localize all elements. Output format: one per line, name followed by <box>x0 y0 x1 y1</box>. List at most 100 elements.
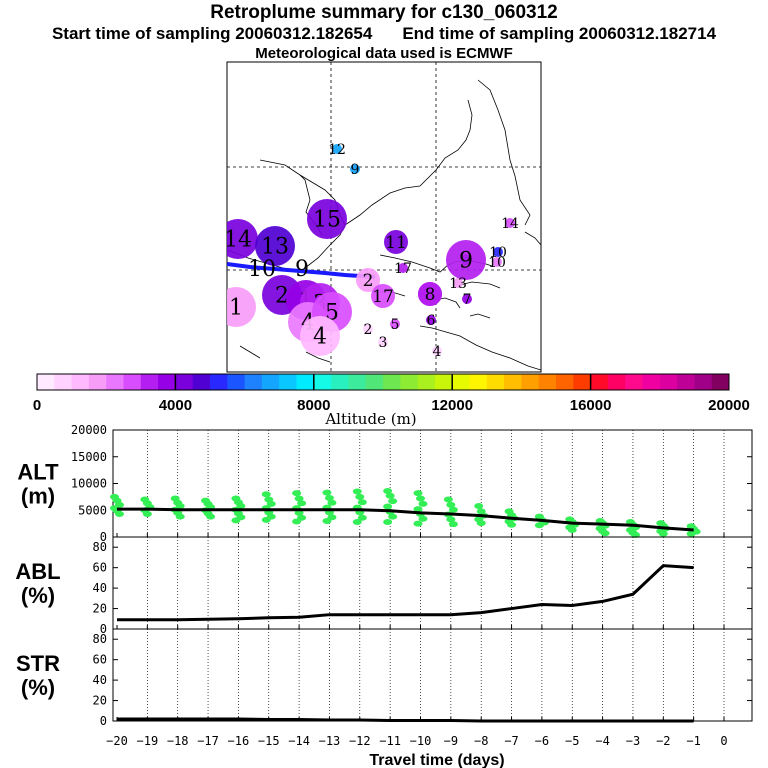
alt-point <box>231 517 241 524</box>
str-ytick-label: 40 <box>93 673 107 687</box>
alt-point <box>474 502 484 509</box>
alt-point <box>388 498 398 505</box>
xtick-label: −5 <box>565 734 579 748</box>
colorbar-segment <box>590 374 609 390</box>
cluster-circle-3 <box>378 337 388 347</box>
cluster-label-3: 3 <box>379 335 388 351</box>
xtick-label: −2 <box>656 734 670 748</box>
alt-ytick-label: 10000 <box>71 477 107 491</box>
colorbar-segment <box>210 374 228 390</box>
alt-point <box>507 521 517 528</box>
alt-point <box>115 510 124 517</box>
xtick-label: −14 <box>288 734 310 748</box>
cluster-label-17: 17 <box>372 287 394 307</box>
abl-ylabel-line1: ABL <box>15 559 60 584</box>
alt-point <box>261 516 271 523</box>
alt-ytick-label: 20000 <box>71 423 107 437</box>
colorbar-segment <box>642 374 661 390</box>
met-data-note: Meteorological data used is ECMWF <box>255 45 513 62</box>
map-frame <box>226 61 542 373</box>
colorbar-segment <box>244 374 263 390</box>
alt-point <box>383 487 393 494</box>
colorbar-segment <box>158 374 176 390</box>
alt-point <box>413 490 423 497</box>
cluster-label-4: 4 <box>433 344 442 360</box>
cluster-circle-13 <box>255 226 295 266</box>
colorbar-segment <box>140 374 159 390</box>
alt-point <box>658 530 668 537</box>
colorbar-segment <box>348 374 367 390</box>
alt-point <box>446 501 456 508</box>
cluster-circle-17 <box>371 284 395 308</box>
alt-point <box>600 530 610 537</box>
cluster-circle-13 <box>453 278 463 288</box>
colorbar-segment <box>452 374 470 390</box>
colorbar-segment <box>175 374 194 390</box>
colorbar-segment <box>279 374 297 390</box>
colorbar-segment <box>54 374 73 390</box>
str-ytick-label: 80 <box>93 632 107 646</box>
alt-point <box>448 506 458 513</box>
alt-ylabel-line2: (m) <box>21 484 55 509</box>
colorbar-segment <box>106 374 124 390</box>
alt-point <box>416 495 425 502</box>
xtick-label: 0 <box>720 734 727 748</box>
xtick-label: −12 <box>349 734 371 748</box>
xtick-label: −10 <box>410 734 432 748</box>
str-ylabel-line1: STR <box>16 651 60 676</box>
cluster-label-12: 12 <box>328 142 346 158</box>
time-series-panels: 05000100001500020000ALT(m)020406080ABL(%… <box>15 423 753 768</box>
colorbar-segment <box>538 374 557 390</box>
cluster-circle-4 <box>300 316 340 356</box>
cluster-label-9: 9 <box>351 162 360 178</box>
colorbar-segment <box>296 374 315 390</box>
alt-point <box>142 510 152 517</box>
cluster-circle-6 <box>426 315 436 325</box>
alt-point <box>446 516 456 523</box>
alt-point <box>357 499 367 506</box>
colorbar-segment <box>88 374 107 390</box>
xtick-label: −18 <box>167 734 189 748</box>
alt-point <box>266 500 276 507</box>
cluster-label-track-10: 10 <box>248 257 276 282</box>
colorbar-label: Altitude (m) <box>324 410 416 428</box>
alt-point <box>385 492 395 499</box>
cluster-label-14: 14 <box>501 216 519 232</box>
cluster-circle-14 <box>505 218 515 228</box>
str-ylabel-line2: (%) <box>21 675 55 700</box>
colorbar-tick-label: 16000 <box>570 397 612 414</box>
cluster-circle-10 <box>493 247 503 257</box>
alt-point <box>534 522 544 529</box>
xtick-label: −3 <box>626 734 640 748</box>
colorbar-segment <box>400 374 419 390</box>
cluster-label-13: 13 <box>261 235 289 260</box>
colorbar-segment <box>694 374 713 390</box>
abl-ytick-label: 80 <box>93 540 107 554</box>
cluster-label-2: 2 <box>364 322 373 338</box>
xtick-label: −13 <box>319 734 341 748</box>
xtick-label: −15 <box>258 734 280 748</box>
abl-ytick-label: 20 <box>93 602 107 616</box>
sampling-times: Start time of sampling 20060312.182654 En… <box>0 24 768 44</box>
cluster-label-2: 2 <box>363 271 374 291</box>
abl-ytick-label: 40 <box>93 581 107 595</box>
alt-point <box>324 494 334 501</box>
colorbar-segment <box>434 374 453 390</box>
cluster-circle-14 <box>227 219 258 259</box>
colorbar: 0 4000 8000 12000 16000 20000 Altitude (m) <box>33 373 750 428</box>
alt-frame <box>112 429 753 538</box>
xtick-label: −8 <box>474 734 488 748</box>
cluster-circle-8 <box>418 282 442 306</box>
alt-point <box>443 496 453 503</box>
cluster-label-13: 13 <box>449 276 467 292</box>
cluster-label-1: 1 <box>229 296 243 321</box>
end-time: End time of sampling 20060312.182714 <box>402 24 717 43</box>
cluster-label-track-9: 9 <box>295 257 309 282</box>
alt-ytick-label: 5000 <box>78 503 107 517</box>
colorbar-segment <box>521 374 540 390</box>
str-line <box>117 717 694 723</box>
cluster-label-5: 5 <box>391 317 400 333</box>
colorbar-segment <box>504 374 522 390</box>
alt-point <box>413 520 423 527</box>
